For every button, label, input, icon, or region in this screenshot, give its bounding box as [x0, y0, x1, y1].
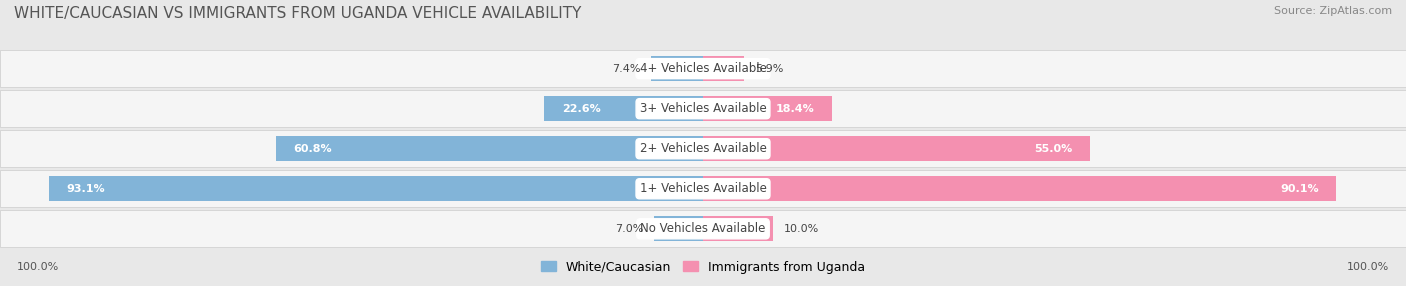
Text: 60.8%: 60.8% — [294, 144, 332, 154]
Bar — [703, 136, 1090, 161]
Text: Source: ZipAtlas.com: Source: ZipAtlas.com — [1274, 6, 1392, 16]
Text: 2+ Vehicles Available: 2+ Vehicles Available — [640, 142, 766, 155]
Bar — [703, 96, 832, 121]
Text: 18.4%: 18.4% — [776, 104, 815, 114]
Bar — [0, 90, 1406, 127]
Text: 100.0%: 100.0% — [17, 263, 59, 272]
Bar — [276, 136, 703, 161]
Bar — [703, 217, 773, 241]
Bar — [703, 176, 1336, 201]
Text: 93.1%: 93.1% — [66, 184, 104, 194]
Bar — [0, 50, 1406, 87]
Text: 100.0%: 100.0% — [1347, 263, 1389, 272]
Text: 7.0%: 7.0% — [614, 224, 644, 234]
Bar — [0, 130, 1406, 167]
Text: 4+ Vehicles Available: 4+ Vehicles Available — [640, 62, 766, 75]
Text: 5.9%: 5.9% — [755, 64, 783, 74]
Text: 22.6%: 22.6% — [562, 104, 600, 114]
Bar — [0, 210, 1406, 247]
Text: 55.0%: 55.0% — [1033, 144, 1073, 154]
Bar — [49, 176, 703, 201]
Bar — [544, 96, 703, 121]
Text: 10.0%: 10.0% — [785, 224, 820, 234]
Bar — [703, 56, 745, 81]
Bar — [0, 170, 1406, 207]
Text: 1+ Vehicles Available: 1+ Vehicles Available — [640, 182, 766, 195]
Legend: White/Caucasian, Immigrants from Uganda: White/Caucasian, Immigrants from Uganda — [534, 254, 872, 280]
Bar — [651, 56, 703, 81]
Text: 7.4%: 7.4% — [612, 64, 641, 74]
Text: 90.1%: 90.1% — [1281, 184, 1319, 194]
Text: 3+ Vehicles Available: 3+ Vehicles Available — [640, 102, 766, 115]
Bar — [654, 217, 703, 241]
Text: No Vehicles Available: No Vehicles Available — [640, 222, 766, 235]
Text: WHITE/CAUCASIAN VS IMMIGRANTS FROM UGANDA VEHICLE AVAILABILITY: WHITE/CAUCASIAN VS IMMIGRANTS FROM UGAND… — [14, 6, 582, 21]
